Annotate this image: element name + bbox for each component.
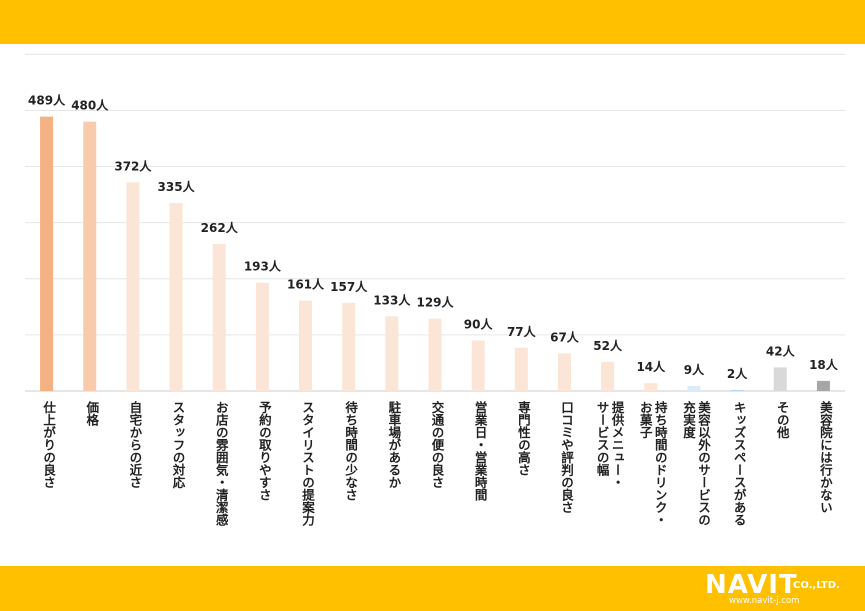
bars [40,116,830,391]
bar [342,302,356,391]
category-label: 予約の取りやすさ [257,401,272,501]
bar [40,116,54,391]
bar [644,383,658,391]
value-label: 372人 [114,158,152,173]
value-label: 77人 [507,324,537,339]
value-label: 161人 [287,277,325,292]
value-label: 133人 [373,292,411,307]
value-labels: 489人 480人 372人 335人 262人 193人 161人 157人 133人 129人… [28,93,839,381]
category-label: 美容以外のサービスの [696,400,711,526]
gridlines [25,53,845,392]
category-label: 美容院には行かない [818,400,833,514]
value-label: 335人 [158,179,196,194]
value-label: 489人 [28,93,66,108]
value-label: 42人 [766,343,796,358]
category-label: サービスの幅 [595,401,610,477]
category-label: お菓子 [638,401,653,439]
logo-wordmark: NAVIT [705,570,798,600]
category-label: その他 [775,401,790,439]
category-labels: 仕上がりの良さ 価格 自宅からの近さ スタッフの対応 お店の雰囲気・清潔感 予約の取りやす… [41,400,833,527]
bar [471,340,485,391]
value-label: 52人 [593,338,623,353]
category-label: 仕上がりの良さ [41,400,56,489]
bar [299,300,313,391]
value-label: 129人 [416,295,454,310]
category-label: 待ち時間の少なさ [343,400,358,501]
value-label: 9人 [684,362,705,377]
bar [773,367,787,391]
category-label: 価格 [84,400,99,427]
category-label: 専門性の高さ [516,400,531,476]
value-label: 18人 [809,357,839,372]
category-label: キッズスペースがある [732,401,747,526]
bar [212,243,226,391]
value-label: 14人 [636,359,666,374]
bar [169,203,183,391]
bar [385,316,399,391]
logo-suffix: CO.,LTD. [793,580,840,591]
bar [601,361,615,391]
value-label: 157人 [330,279,368,294]
category-label: スタッフの対応 [171,401,186,489]
bar [428,318,442,391]
logo-url: www.navit-j.com [729,596,800,606]
bar [255,282,269,391]
value-label: 480人 [71,98,109,113]
category-label: 口コミや評判の良さ [559,401,574,514]
bar [816,380,830,391]
value-label: 67人 [550,329,580,344]
bar [687,385,701,391]
category-label: お店の雰囲気・清潔感 [214,401,229,527]
value-label: 262人 [201,220,239,235]
value-label: 193人 [244,259,282,274]
bottom-banner: NAVIT CO.,LTD. www.navit-j.com [0,566,865,611]
category-label: 提供メニュー・ [610,400,625,489]
value-label: 2人 [727,366,748,381]
bar [126,182,140,391]
category-label: 充実度 [681,400,696,439]
category-label: 自宅からの近さ [127,400,142,489]
bar [83,121,97,391]
bar [730,389,744,391]
category-label: 持ち時間のドリンク・ [653,400,668,526]
bar [557,353,571,391]
bar-chart: 489人 480人 372人 335人 262人 193人 161人 157人 133人 129人… [25,53,845,527]
category-label: スタイリストの提案力 [300,401,315,527]
category-label: 駐車場があるか [386,400,401,489]
navit-logo: NAVIT CO.,LTD. www.navit-j.com [705,570,855,606]
top-banner [0,0,865,44]
category-label: 営業日・営業時間 [473,400,488,502]
bar [514,347,528,391]
category-label: 交通の便の良さ [430,400,445,489]
value-label: 90人 [464,317,494,332]
